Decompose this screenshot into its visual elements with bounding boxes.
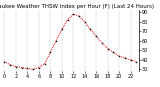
Title: Milwaukee Weather THSW Index per Hour (F) (Last 24 Hours): Milwaukee Weather THSW Index per Hour (F…	[0, 4, 154, 9]
